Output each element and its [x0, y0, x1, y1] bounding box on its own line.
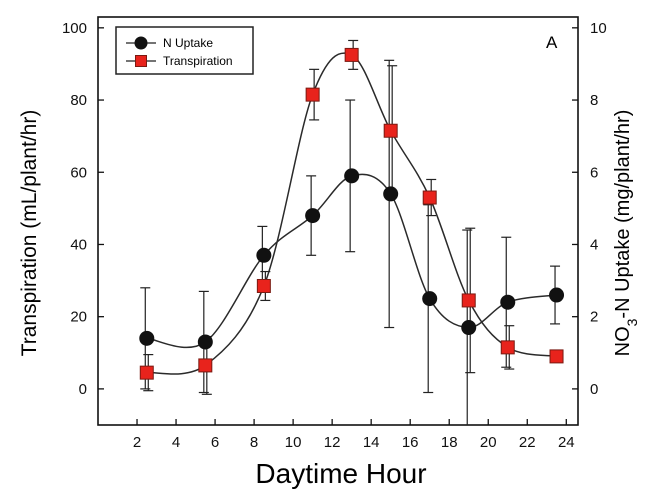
x-tick-label: 6 — [211, 434, 219, 451]
y-right-tick-label: 10 — [590, 20, 607, 37]
data-point-n-uptake — [383, 186, 399, 202]
y-left-tick-label: 0 — [79, 381, 87, 398]
x-tick-label: 16 — [402, 434, 419, 451]
x-tick-label: 12 — [324, 434, 341, 451]
data-point-n-uptake — [197, 334, 213, 350]
series-line-n-uptake — [146, 173, 557, 349]
y-right-tick-label: 8 — [590, 92, 598, 109]
data-point-transpiration — [344, 47, 359, 62]
data-point-n-uptake — [500, 294, 516, 310]
y-left-tick-label: 20 — [70, 309, 87, 326]
legend-label-transpiration: Transpiration — [163, 54, 233, 68]
x-tick-label: 2 — [133, 434, 141, 451]
legend-marker-n-uptake — [134, 36, 148, 50]
data-point-n-uptake — [422, 291, 438, 307]
x-tick-label: 8 — [250, 434, 258, 451]
y-left-tick-label: 100 — [62, 20, 87, 37]
y-left-tick-label: 40 — [70, 236, 87, 253]
legend-label-n-uptake: N Uptake — [163, 36, 213, 50]
x-tick-label: 4 — [172, 434, 180, 451]
data-point-transpiration — [422, 190, 437, 205]
x-tick-label: 14 — [363, 434, 380, 451]
x-tick-label: 22 — [519, 434, 536, 451]
data-markers — [139, 47, 565, 380]
y-left-tick-label: 80 — [70, 92, 87, 109]
y-axis-title-right-rest: -N Uptake (mg/plant/hr) — [612, 110, 634, 319]
data-point-n-uptake — [256, 247, 272, 263]
plot-frame — [97, 16, 579, 426]
plot-area-border — [97, 16, 579, 426]
x-tick-label: 10 — [285, 434, 302, 451]
series-line-transpiration — [146, 52, 557, 375]
legend-marker-transpiration — [135, 55, 147, 67]
data-point-transpiration — [256, 278, 271, 293]
data-point-n-uptake — [549, 287, 565, 303]
x-tick-label: 24 — [558, 434, 575, 451]
x-tick-label: 18 — [441, 434, 458, 451]
y-left-tick-label: 60 — [70, 164, 87, 181]
data-point-transpiration — [500, 340, 515, 355]
y-axis-title-right: NO3-N Uptake (mg/plant/hr) — [612, 110, 640, 357]
data-point-n-uptake — [305, 208, 321, 224]
y-right-tick-label: 6 — [590, 164, 598, 181]
data-point-transpiration — [198, 358, 213, 373]
data-point-transpiration — [461, 293, 476, 308]
panel-label: A — [546, 33, 558, 52]
y-right-tick-label: 0 — [590, 381, 598, 398]
y-axis-title-right-sub: 3 — [624, 318, 640, 326]
data-point-transpiration — [139, 365, 154, 380]
legend: N Uptake Transpiration — [115, 26, 254, 75]
data-point-transpiration — [549, 349, 564, 364]
y-axis-title-left: Transpiration (mL/plant/hr) — [18, 110, 41, 357]
data-point-transpiration — [305, 87, 320, 102]
data-point-n-uptake — [344, 168, 360, 184]
data-point-n-uptake — [461, 320, 477, 336]
y-axis-title-right-no: NO — [612, 326, 634, 356]
x-tick-label: 20 — [480, 434, 497, 451]
x-axis-title: Daytime Hour — [255, 458, 426, 489]
data-point-n-uptake — [139, 330, 155, 346]
series-curves — [146, 52, 557, 375]
y-right-tick-label: 4 — [590, 236, 598, 253]
data-point-transpiration — [383, 123, 398, 138]
y-right-tick-label: 2 — [590, 309, 598, 326]
